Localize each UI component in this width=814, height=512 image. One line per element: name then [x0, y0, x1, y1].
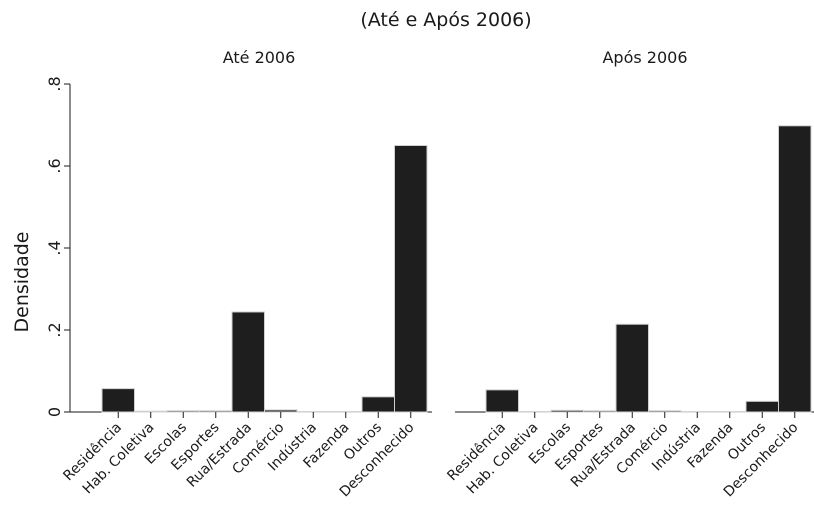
bar: [361, 396, 395, 413]
y-tick-label: .6: [45, 158, 64, 173]
bar: [101, 388, 135, 413]
panel-title: Após 2006: [602, 48, 687, 67]
bar: [778, 125, 812, 413]
bar: [166, 410, 200, 413]
bar: [231, 311, 265, 413]
y-tick-label: .8: [45, 76, 64, 91]
y-axis-label: Densidade: [11, 232, 33, 333]
bar: [199, 410, 233, 413]
bar: [394, 145, 428, 413]
bar: [615, 323, 649, 413]
bar: [134, 410, 168, 413]
bar: [485, 389, 519, 413]
bar: [745, 400, 779, 413]
bar: [648, 410, 682, 413]
bar: [550, 409, 584, 413]
y-tick-label: .2: [45, 322, 64, 337]
y-tick-label: 0: [45, 407, 64, 417]
y-tick-label: .4: [45, 240, 64, 255]
panel-title: Até 2006: [223, 48, 296, 67]
chart-title: (Até e Após 2006): [360, 9, 531, 31]
bar: [264, 409, 298, 413]
bar: [583, 410, 617, 413]
